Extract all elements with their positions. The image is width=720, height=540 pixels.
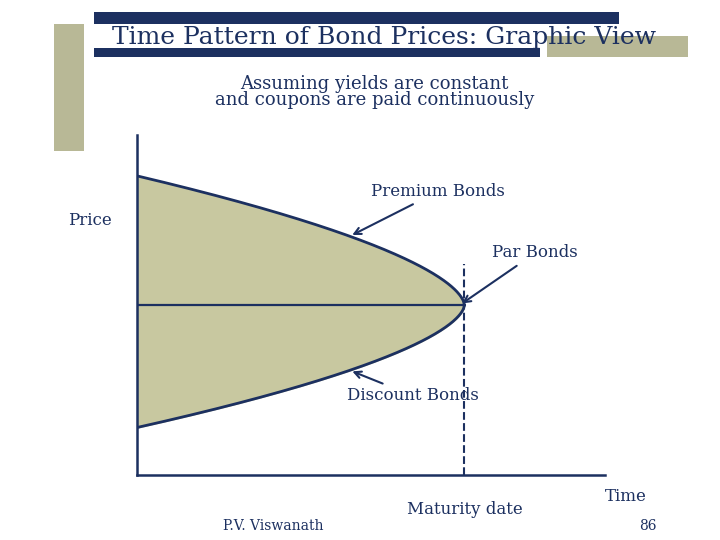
Text: Par Bonds: Par Bonds [464,245,578,302]
Text: Discount Bonds: Discount Bonds [348,372,480,404]
Text: 86: 86 [639,519,657,534]
Text: P.V. Viswanath: P.V. Viswanath [223,519,324,534]
Text: Time: Time [605,488,647,505]
Text: Maturity date: Maturity date [407,501,522,518]
Text: Premium Bonds: Premium Bonds [354,183,505,234]
Text: and coupons are paid continuously: and coupons are paid continuously [215,91,534,109]
Text: Assuming yields are constant: Assuming yields are constant [240,75,508,93]
Text: Price: Price [68,212,112,228]
Text: Time Pattern of Bond Prices: Graphic View: Time Pattern of Bond Prices: Graphic Vie… [112,26,656,49]
